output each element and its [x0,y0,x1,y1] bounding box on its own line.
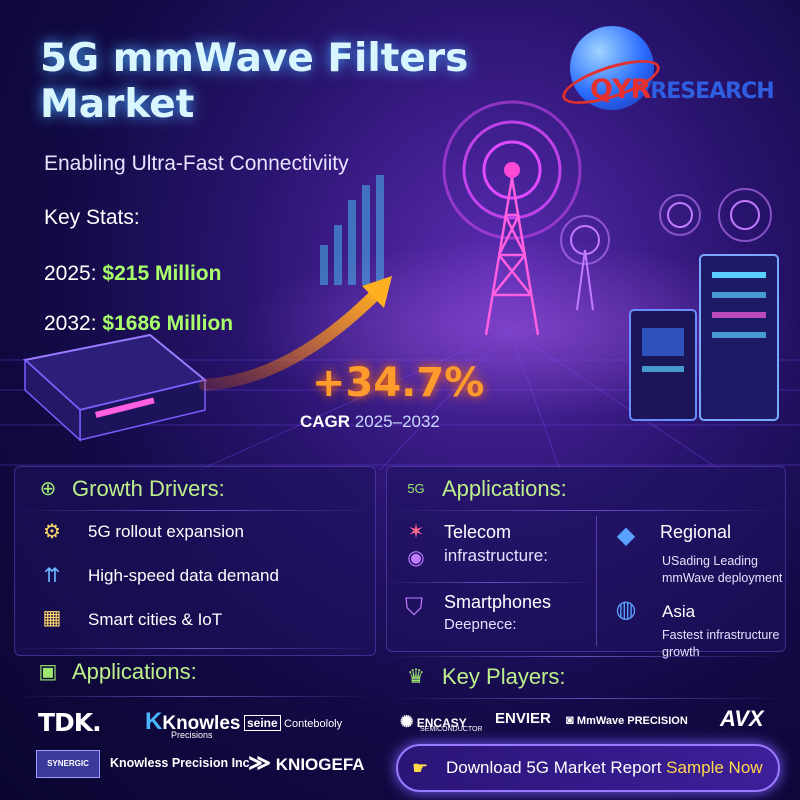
divider [14,648,376,649]
gear-icon: ✺ [400,714,414,731]
stat-2032-label: 2032: [44,312,97,335]
stat-2032-value: $1686 Million [102,312,234,335]
growth-drivers-panel [14,466,376,656]
boxed-logo: SYNERGIC [36,750,100,778]
globe-asia-icon: ◍ [615,596,637,623]
applications-left-heading: Applications: [72,659,197,684]
cta-label: Download 5G Market Report [446,758,662,777]
key-stats-heading: Key Stats: [44,206,140,229]
avx-logo: AVX [720,706,764,731]
knowles-text: Knowles [162,713,241,734]
applications-panel [386,466,786,652]
qyr-research-logo: QYRRESEARCH [560,20,790,130]
logo-part1: QYR [590,74,651,105]
growth-arrow [199,284,386,391]
stat-2025: 2025: $215 Million [44,262,221,286]
tdk-logo: TDK. [38,708,102,737]
divider [14,696,376,697]
page-subtitle: Enabling Ultra-Fast Connectiviity [44,152,349,175]
telecom-sub: infrastructure: [444,546,548,565]
seine-sub: Contebololy [284,718,343,730]
smart-city-icon: ▦ [42,607,62,629]
regional-line2: mmWave deployment [662,571,783,585]
download-report-button[interactable]: ☛ Download 5G Market Report Sample Now [396,744,780,792]
download-circle-icon: ⊕ [39,478,57,500]
divider [386,656,786,657]
hero-scene [0,100,800,470]
server-rack-icon [629,254,779,421]
divider [386,698,786,699]
encasy-sub: SEMICONDUCTOR [420,726,483,733]
shield-icon: ⛉ [405,594,423,621]
knowles-precision-logo: Knowless Precision Inc [110,756,250,770]
cagr-label-text: CAGR [300,412,351,431]
encasy-logo: ✺ ENCASY SEMICONDUCTOR [400,712,482,733]
driver-item-2: High-speed data demand [88,566,279,585]
applications-right-heading: Applications: [442,476,567,501]
regional-title: Regional [660,522,732,542]
stat-2025-label: 2025: [44,262,97,285]
kniogefa-text: KNIOGEFA [275,755,365,774]
boxed-logo-text: SYNERGIC [47,759,89,768]
flag-icon: ✶ [407,521,425,543]
map-icon: ◆ [616,522,636,549]
crown-icon: ♛ [407,666,425,688]
mmwave-precision-logo: ◙ MmWave PRECISION [566,712,688,727]
asia-title: Asia [662,602,696,621]
5g-icon: 5G [407,481,425,496]
telecom-icon: ◉ [407,547,425,569]
divider [386,510,786,511]
key-players-heading: Key Players: [442,664,566,689]
smartphones-sub: Deepnece: [444,616,517,633]
mmwave-text: MmWave PRECISION [576,715,688,727]
cagr-label: CAGR 2025–2032 [300,412,440,432]
device-icon [22,333,208,442]
asia-line2: growth [662,645,700,659]
mmwave-icon: ◙ [566,712,574,727]
driver-item-3: Smart cities & IoT [88,610,223,629]
knowles-sub: Precisions [171,730,213,740]
divider [14,510,376,511]
seine-logo: seine Contebololy [244,715,343,731]
driver-item-1: 5G rollout expansion [88,522,244,541]
up-arrows-icon: ⇈ [43,565,61,587]
page-title: 5G mmWave Filters Market [40,36,469,127]
logo-part2: RESEARCH [650,79,774,104]
tdk-text: TDK. [38,708,102,737]
seine-text: seine [244,715,281,731]
smartphones-title: Smartphones [444,592,552,612]
telecom-title: Telecom [444,522,512,542]
tower-icon [484,177,540,336]
hand-pointer-icon: ☛ [412,758,429,778]
stat-2025-value: $215 Million [102,262,222,285]
asia-line1: Fastest infrastructure [662,628,780,642]
logo-text: QYRRESEARCH [590,74,775,105]
knowles-k-icon: K [145,708,163,735]
knowles-logo: KKnowles Precisions [145,708,241,740]
divider [386,582,596,583]
encasy-text: ENCASY [416,716,467,730]
kniogefa-logo: ≫ KNIOGEFA [248,750,365,776]
signal-rings [442,100,582,240]
stat-2032: 2032: $1686 Million [44,312,233,336]
cagr-period: 2025–2032 [354,412,440,431]
rollout-icon: ⚙ [43,521,61,543]
envier-logo: ENVIER [495,710,551,727]
cta-highlight: Sample Now [666,758,763,777]
regional-line1: USading Leading [662,554,758,568]
growth-drivers-heading: Growth Drivers: [72,476,225,501]
globe-icon [570,26,654,110]
chevron-icon: ≫ [248,750,272,775]
vertical-divider [596,516,597,646]
applications-icon: ▣ [38,661,58,683]
cagr-value: +34.7% [312,360,485,406]
